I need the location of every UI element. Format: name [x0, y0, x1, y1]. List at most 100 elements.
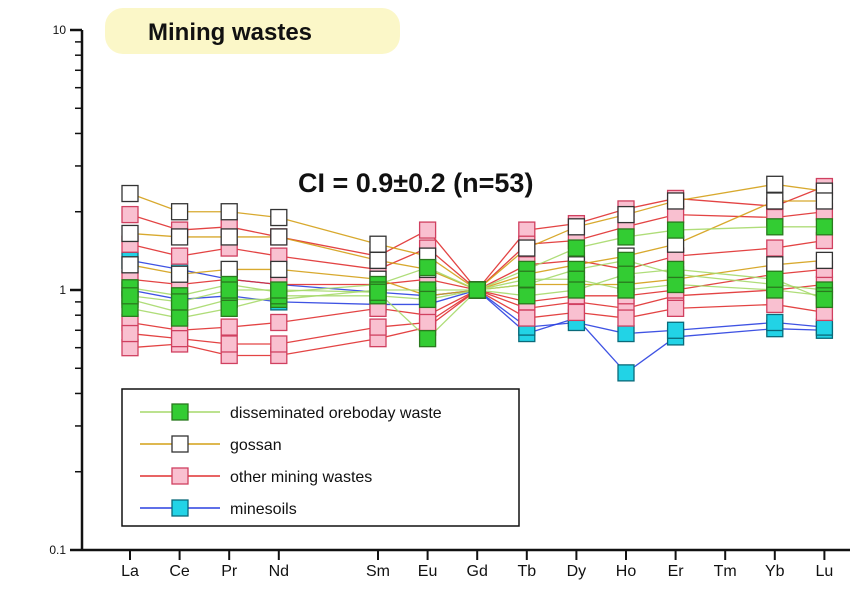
- data-point-other: [418, 221, 437, 239]
- data-point-other: [418, 313, 437, 332]
- legend: disseminated oreboday waste gossan other m…: [121, 388, 520, 527]
- data-point-disseminated: [121, 287, 139, 305]
- legend-label-minesoils: minesoils: [230, 501, 297, 518]
- data-point-other: [567, 303, 586, 322]
- data-point-gossan: [121, 184, 139, 203]
- data-point-gossan: [617, 205, 635, 224]
- title-box: [105, 8, 400, 54]
- data-point-disseminated: [666, 260, 685, 279]
- x-tick-label-ce: Ce: [169, 563, 190, 580]
- legend-label-other: other mining wastes: [230, 469, 372, 486]
- data-point-disseminated: [418, 329, 437, 348]
- x-tick-label-pr: Pr: [221, 563, 238, 580]
- data-point-gossan: [270, 260, 288, 279]
- x-tick-label-er: Er: [668, 563, 685, 580]
- data-point-gossan: [369, 251, 387, 270]
- data-point-gossan: [766, 175, 784, 193]
- y-tick-label: 10: [53, 23, 67, 37]
- data-point-disseminated: [815, 218, 834, 236]
- data-point-minesoils: [617, 324, 635, 343]
- data-point-disseminated: [666, 275, 685, 294]
- data-point-other: [220, 335, 238, 353]
- data-point-other: [170, 329, 189, 348]
- data-point-gossan: [518, 239, 536, 257]
- data-point-gossan: [220, 228, 238, 246]
- data-point-gossan: [170, 265, 189, 283]
- data-point-other: [766, 295, 784, 314]
- data-point-gossan: [666, 192, 685, 210]
- data-point-gossan: [220, 203, 238, 221]
- data-point-gossan: [121, 224, 139, 243]
- data-point-gossan: [815, 192, 834, 210]
- marker-layer: [121, 175, 834, 382]
- data-point-gossan: [766, 192, 784, 210]
- data-point-gossan: [121, 256, 139, 274]
- data-point-disseminated: [567, 281, 586, 299]
- data-point-minesoils: [617, 364, 635, 382]
- data-point-disseminated: [617, 228, 635, 246]
- data-point-disseminated: [270, 281, 288, 299]
- chart-title: Mining wastes: [148, 19, 312, 46]
- x-tick-label-yb: Yb: [765, 563, 785, 580]
- data-point-other: [170, 247, 189, 265]
- x-tick-label-la: La: [121, 563, 139, 580]
- x-tick-label-tm: Tm: [714, 563, 737, 580]
- ci-annotation: CI = 0.9±0.2 (n=53): [298, 168, 533, 198]
- data-point-disseminated: [170, 293, 189, 311]
- data-point-disseminated: [220, 299, 238, 318]
- data-point-disseminated: [766, 218, 784, 236]
- data-point-gossan: [170, 228, 189, 246]
- data-point-gossan: [766, 256, 784, 274]
- data-point-gossan: [220, 260, 238, 279]
- data-point-disseminated: [220, 281, 238, 299]
- data-point-other: [666, 299, 685, 318]
- legend-marker-minesoils: [171, 499, 189, 517]
- x-tick-label-nd: Nd: [269, 563, 289, 580]
- data-point-disseminated: [468, 281, 486, 299]
- legend-label-gossan: gossan: [230, 437, 282, 454]
- x-tick-label-lu: Lu: [816, 563, 834, 580]
- data-point-gossan: [270, 228, 288, 246]
- data-point-minesoils: [766, 313, 784, 332]
- data-point-disseminated: [617, 281, 635, 299]
- data-point-disseminated: [815, 290, 834, 309]
- data-point-other: [121, 205, 139, 224]
- x-tick-label-tb: Tb: [517, 563, 536, 580]
- data-point-other: [220, 318, 238, 336]
- x-tick-label-ho: Ho: [616, 563, 637, 580]
- legend-label-disseminated: disseminated oreboday waste: [230, 405, 442, 422]
- x-tick-label-gd: Gd: [467, 563, 488, 580]
- data-point-disseminated: [518, 287, 536, 305]
- data-point-gossan: [369, 235, 387, 253]
- data-point-disseminated: [666, 221, 685, 239]
- data-point-other: [518, 309, 536, 327]
- data-point-other: [270, 335, 288, 353]
- data-point-other: [617, 309, 635, 327]
- x-tick-label-sm: Sm: [366, 563, 390, 580]
- data-point-minesoils: [815, 318, 834, 336]
- axes: 10 1 0.1 La Ce Pr Nd Sm Eu Gd Tb Dy Ho Er Tm Yb Lu: [49, 23, 850, 580]
- data-point-gossan: [270, 208, 288, 227]
- data-point-gossan: [815, 251, 834, 270]
- data-point-other: [766, 239, 784, 257]
- data-point-minesoils: [666, 321, 685, 339]
- data-point-disseminated: [170, 309, 189, 327]
- data-point-other: [121, 324, 139, 343]
- data-point-disseminated: [567, 239, 586, 257]
- data-point-other: [369, 318, 387, 336]
- data-point-disseminated: [418, 290, 437, 309]
- data-point-gossan: [170, 203, 189, 221]
- data-point-disseminated: [766, 270, 784, 288]
- data-point-disseminated: [518, 270, 536, 288]
- data-point-disseminated: [369, 283, 387, 301]
- data-point-disseminated: [418, 258, 437, 277]
- y-tick-label: 0.1: [49, 543, 66, 557]
- legend-marker-other: [171, 467, 189, 485]
- legend-marker-gossan: [171, 435, 189, 453]
- y-tick-label: 1: [59, 283, 66, 297]
- data-point-disseminated: [617, 265, 635, 283]
- legend-marker-disseminated: [171, 403, 189, 421]
- data-point-gossan: [567, 218, 586, 236]
- x-tick-label-eu: Eu: [418, 563, 438, 580]
- data-point-other: [270, 313, 288, 332]
